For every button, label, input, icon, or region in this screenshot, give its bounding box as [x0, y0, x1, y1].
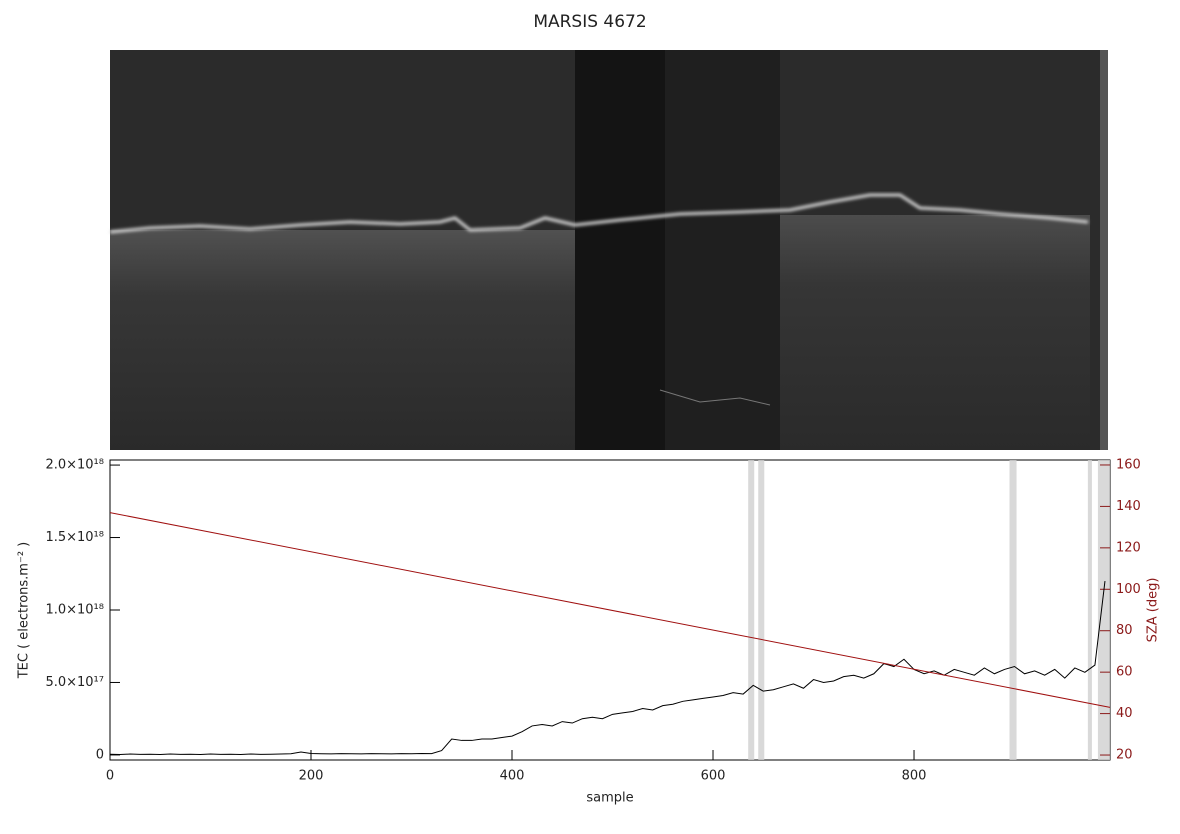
y2-tick-label: 140: [1116, 499, 1141, 514]
shaded-range: [1097, 460, 1110, 760]
chart-title: MARSIS 4672: [533, 12, 646, 32]
x-tick-label: 800: [902, 769, 927, 784]
shaded-range: [748, 460, 755, 760]
y2-tick-label: 20: [1116, 748, 1133, 763]
shaded-range: [1087, 460, 1092, 760]
series-line: [109, 580, 1106, 755]
y-axis-label: TEC ( electrons.m⁻² ): [17, 542, 32, 680]
x-tick-label: 200: [299, 769, 324, 784]
x-tick-label: 600: [701, 769, 726, 784]
y2-axis-label: SZA (deg): [1146, 578, 1161, 643]
y-tick-label: 2.0×10¹⁸: [45, 458, 104, 473]
y-tick-label: 5.0×10¹⁷: [45, 675, 104, 690]
shaded-range: [1009, 460, 1017, 760]
shaded-range: [758, 460, 765, 760]
x-tick-label: 0: [106, 769, 114, 784]
y-tick-label: 1.0×10¹⁸: [45, 603, 104, 618]
y2-tick-label: 120: [1116, 540, 1141, 555]
x-axis-label: sample: [586, 791, 633, 806]
y2-tick-label: 160: [1116, 457, 1141, 472]
y2-tick-label: 60: [1116, 665, 1133, 680]
series-line: [109, 512, 1111, 708]
y2-tick-label: 40: [1116, 706, 1133, 721]
y2-tick-label: 100: [1116, 582, 1141, 597]
y-tick-label: 0: [96, 747, 104, 762]
x-tick-label: 400: [500, 769, 525, 784]
radargram: [109, 50, 1108, 450]
y-tick-label: 1.5×10¹⁸: [45, 530, 104, 545]
y2-tick-label: 80: [1116, 623, 1133, 638]
